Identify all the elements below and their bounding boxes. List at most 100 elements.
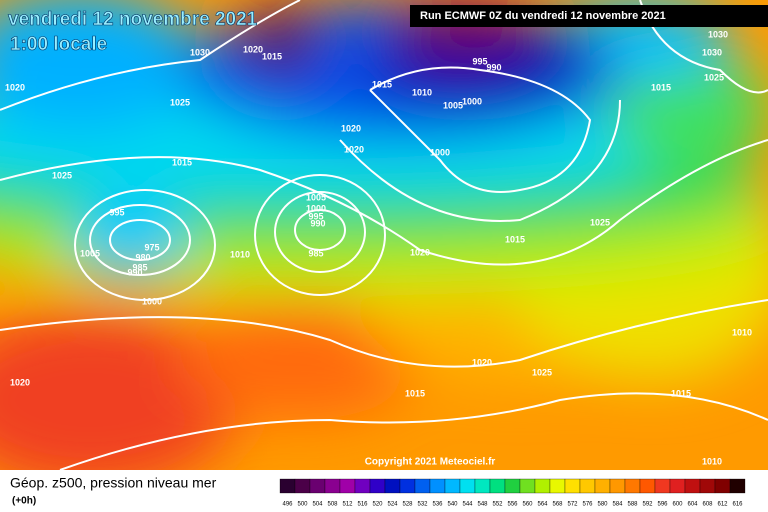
isobar-label: 1000 bbox=[306, 203, 326, 213]
isobar-label: 1010 bbox=[230, 249, 250, 259]
scale-label: 504 bbox=[312, 502, 323, 508]
scale-swatch bbox=[294, 478, 311, 494]
isobar-label: 1010 bbox=[702, 456, 722, 466]
scale-label: 568 bbox=[552, 502, 563, 508]
isobar-label: 980 bbox=[135, 252, 150, 262]
isobar-label: 995 bbox=[308, 211, 323, 221]
isobar-label: 1005 bbox=[80, 248, 100, 258]
isobar-label: 1020 bbox=[341, 123, 361, 133]
isobar-label: 1025 bbox=[532, 367, 552, 377]
isobar-label: 1020 bbox=[243, 44, 263, 54]
run-box bbox=[410, 5, 768, 27]
scale-swatch bbox=[384, 478, 401, 494]
isobar-label: 1020 bbox=[5, 82, 25, 92]
scale-label: 596 bbox=[657, 502, 668, 508]
isobar-label: 1010 bbox=[412, 87, 432, 97]
scale-swatch bbox=[639, 478, 656, 494]
isobar-label: 995 bbox=[472, 56, 487, 66]
scale-swatch bbox=[699, 478, 716, 494]
isobar-label: 1030 bbox=[190, 47, 210, 57]
scale-label: 580 bbox=[597, 502, 608, 508]
scale-label: 560 bbox=[522, 502, 533, 508]
scale-swatch bbox=[594, 478, 611, 494]
isobar-label: 1000 bbox=[462, 96, 482, 106]
isobar-label: 1015 bbox=[372, 79, 392, 89]
scale-label: 528 bbox=[402, 502, 413, 508]
scale-swatch bbox=[369, 478, 386, 494]
scale-swatch bbox=[564, 478, 581, 494]
scale-label: 604 bbox=[687, 502, 698, 508]
isobar-label: 1015 bbox=[651, 82, 671, 92]
scale-swatch bbox=[309, 478, 326, 494]
scale-swatch bbox=[429, 478, 446, 494]
isobar-label: 1000 bbox=[430, 147, 450, 157]
scale-label: 540 bbox=[447, 502, 458, 508]
isobar-label: 990 bbox=[486, 62, 501, 72]
scale-label: 520 bbox=[372, 502, 383, 508]
scale-swatch bbox=[579, 478, 596, 494]
isobar-label: 990 bbox=[127, 267, 142, 277]
legend-step: (+0h) bbox=[12, 496, 36, 507]
scale-label: 616 bbox=[732, 502, 743, 508]
isobar-label: 1025 bbox=[704, 72, 724, 82]
run-label: Run ECMWF 0Z du vendredi 12 novembre 202… bbox=[420, 10, 666, 22]
scale-swatch bbox=[534, 478, 551, 494]
isobar-label: 1015 bbox=[172, 157, 192, 167]
scale-label: 576 bbox=[582, 502, 593, 508]
isobar-label: 1010 bbox=[732, 327, 752, 337]
map-title: vendredi 12 novembre 2021 bbox=[8, 9, 258, 30]
scale-swatch bbox=[459, 478, 476, 494]
isobar-label: 1015 bbox=[505, 234, 525, 244]
scale-label: 588 bbox=[627, 502, 638, 508]
isobar-label: 1015 bbox=[671, 388, 691, 398]
scale-label: 544 bbox=[462, 502, 473, 508]
isobar-label: 1020 bbox=[344, 144, 364, 154]
scale-swatch bbox=[504, 478, 521, 494]
scale-swatch bbox=[474, 478, 491, 494]
scale-label: 612 bbox=[717, 502, 728, 508]
isobar-label: 1005 bbox=[443, 100, 463, 110]
scale-swatch bbox=[609, 478, 626, 494]
scale-swatch bbox=[729, 478, 746, 494]
isobar-label: 1030 bbox=[702, 47, 722, 57]
scale-swatch bbox=[324, 478, 341, 494]
scale-label: 552 bbox=[492, 502, 503, 508]
scale-swatch bbox=[684, 478, 701, 494]
scale-label: 508 bbox=[327, 502, 338, 508]
scale-label: 536 bbox=[432, 502, 443, 508]
scale-label: 548 bbox=[477, 502, 488, 508]
scale-label: 512 bbox=[342, 502, 353, 508]
isobar-label: 1000 bbox=[142, 296, 162, 306]
isobar-label: 1025 bbox=[170, 97, 190, 107]
isobar-label: 1005 bbox=[306, 192, 326, 202]
isobar-label: 995 bbox=[109, 207, 124, 217]
map-time: 1:00 locale bbox=[10, 34, 107, 55]
isobar-label: 985 bbox=[308, 248, 323, 258]
scale-label: 524 bbox=[387, 502, 398, 508]
scale-swatch bbox=[714, 478, 731, 494]
scale-label: 532 bbox=[417, 502, 428, 508]
scale-swatch bbox=[444, 478, 461, 494]
isobar-label: 1020 bbox=[410, 247, 430, 257]
scale-label: 556 bbox=[507, 502, 518, 508]
isobar-label: 1030 bbox=[708, 29, 728, 39]
isobar-label: 975 bbox=[144, 242, 159, 252]
copyright: Copyright 2021 Meteociel.fr bbox=[365, 457, 496, 468]
scale-swatch bbox=[279, 478, 296, 494]
scale-swatch bbox=[399, 478, 416, 494]
scale-label: 500 bbox=[297, 502, 308, 508]
isobar-label: 1015 bbox=[262, 51, 282, 61]
isobars bbox=[0, 0, 768, 470]
isobar-label: 1020 bbox=[472, 357, 492, 367]
isobar-label: 1025 bbox=[52, 170, 72, 180]
scale-label: 608 bbox=[702, 502, 713, 508]
legend-title: Géop. z500, pression niveau mer bbox=[10, 475, 217, 491]
isobar-label: 990 bbox=[310, 218, 325, 228]
isobar-label: 1020 bbox=[10, 377, 30, 387]
scale-swatch bbox=[339, 478, 356, 494]
scale-label: 572 bbox=[567, 502, 578, 508]
isobar-label: 1015 bbox=[405, 388, 425, 398]
scale-label: 564 bbox=[537, 502, 548, 508]
scale-swatch bbox=[489, 478, 506, 494]
